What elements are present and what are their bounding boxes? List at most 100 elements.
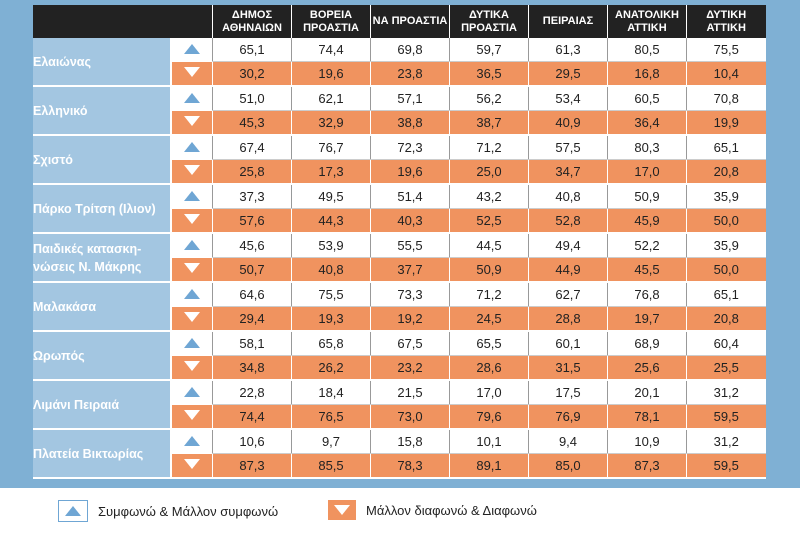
disagree-value-cell: 32,9 bbox=[291, 110, 371, 136]
column-header: ΔΥΤΙΚΗ ΑΤΤΙΚΗ bbox=[686, 5, 766, 38]
agree-value-cell: 58,1 bbox=[212, 331, 292, 356]
row-label: Λιμάνι Πειραιά bbox=[33, 380, 171, 430]
column-header: ΒΟΡΕΙΑ ΠΡΟΑΣΤΙΑ bbox=[291, 5, 371, 38]
legend-item-agree: Συμφωνώ & Μάλλον συμφωνώ bbox=[58, 500, 278, 522]
agree-value-cell: 10,1 bbox=[449, 429, 529, 454]
disagree-value-cell: 17,3 bbox=[291, 159, 371, 185]
disagree-value-cell: 28,6 bbox=[449, 355, 529, 381]
agree-value-cell: 18,4 bbox=[291, 380, 371, 405]
agree-value-cell: 57,5 bbox=[528, 135, 608, 160]
agree-value-cell: 51,4 bbox=[370, 184, 450, 209]
disagree-value-cell: 34,8 bbox=[212, 355, 292, 381]
arrow-down-icon bbox=[170, 208, 213, 234]
arrow-up-icon bbox=[170, 184, 213, 209]
disagree-value-cell: 36,5 bbox=[449, 61, 529, 87]
table-row-agree: Πλατεία Βικτωρίας 10,6 9,7 15,8 10,1 9,4 10,9 3… bbox=[33, 429, 766, 479]
arrow-down-icon bbox=[170, 404, 213, 430]
disagree-value-cell: 52,8 bbox=[528, 208, 608, 234]
disagree-value-cell: 23,2 bbox=[370, 355, 450, 381]
table-row-disagree: 45,3 32,9 38,8 38,7 40,9 36,4 19,9 bbox=[33, 110, 766, 136]
disagree-value-cell: 40,8 bbox=[291, 257, 371, 283]
column-header: ΠΕΙΡΑΙΑΣ bbox=[528, 5, 608, 38]
legend-label-agree: Συμφωνώ & Μάλλον συμφωνώ bbox=[98, 503, 279, 519]
column-header: ΝΑ ΠΡΟΑΣΤΙΑ bbox=[370, 5, 450, 38]
results-table: ΔΗΜΟΣ ΑΘΗΝΑΙΩΝ ΒΟΡΕΙΑ ΠΡΟΑΣΤΙΑ ΝΑ ΠΡΟΑΣΤΙΑ… bbox=[33, 5, 766, 479]
agree-value-cell: 9,7 bbox=[291, 429, 371, 454]
agree-value-cell: 67,5 bbox=[370, 331, 450, 356]
disagree-value-cell: 79,6 bbox=[449, 404, 529, 430]
disagree-value-cell: 78,3 bbox=[370, 453, 450, 479]
legend: Συμφωνώ & Μάλλον συμφωνώ Μάλλον διαφωνώ … bbox=[0, 488, 800, 533]
agree-value-cell: 31,2 bbox=[686, 429, 766, 454]
disagree-value-cell: 10,4 bbox=[686, 61, 766, 87]
arrow-up-icon bbox=[170, 38, 213, 62]
agree-value-cell: 60,5 bbox=[607, 86, 687, 111]
agree-value-cell: 44,5 bbox=[449, 233, 529, 258]
agree-value-cell: 75,5 bbox=[291, 282, 371, 307]
disagree-value-cell: 24,5 bbox=[449, 306, 529, 332]
disagree-value-cell: 50,9 bbox=[449, 257, 529, 283]
arrow-down-icon bbox=[170, 257, 213, 283]
disagree-value-cell: 29,4 bbox=[212, 306, 292, 332]
agree-value-cell: 70,8 bbox=[686, 86, 766, 111]
agree-value-cell: 53,4 bbox=[528, 86, 608, 111]
disagree-value-cell: 16,8 bbox=[607, 61, 687, 87]
disagree-value-cell: 59,5 bbox=[686, 453, 766, 479]
disagree-value-cell: 19,2 bbox=[370, 306, 450, 332]
header-corner bbox=[33, 5, 213, 38]
table-row-agree: Ελαιώνας 65,1 74,4 69,8 59,7 61,3 80,5 75,5 bbox=[33, 38, 766, 87]
column-header: ΑΝΑΤΟΛΙΚΗ ΑΤΤΙΚΗ bbox=[607, 5, 687, 38]
agree-value-cell: 74,4 bbox=[291, 38, 371, 62]
agree-value-cell: 65,1 bbox=[686, 282, 766, 307]
agree-value-cell: 20,1 bbox=[607, 380, 687, 405]
agree-value-cell: 72,3 bbox=[370, 135, 450, 160]
arrow-down-icon bbox=[170, 110, 213, 136]
disagree-value-cell: 34,7 bbox=[528, 159, 608, 185]
agree-value-cell: 51,0 bbox=[212, 86, 292, 111]
disagree-value-cell: 50,0 bbox=[686, 257, 766, 283]
table-row-disagree: 29,4 19,3 19,2 24,5 28,8 19,7 20,8 bbox=[33, 306, 766, 332]
agree-value-cell: 37,3 bbox=[212, 184, 292, 209]
disagree-value-cell: 38,7 bbox=[449, 110, 529, 136]
disagree-value-cell: 44,9 bbox=[528, 257, 608, 283]
agree-value-cell: 52,2 bbox=[607, 233, 687, 258]
agree-value-cell: 76,7 bbox=[291, 135, 371, 160]
table-row-agree: Ελληνικό 51,0 62,1 57,1 56,2 53,4 60,5 70,8 bbox=[33, 86, 766, 136]
agree-value-cell: 21,5 bbox=[370, 380, 450, 405]
disagree-value-cell: 40,9 bbox=[528, 110, 608, 136]
disagree-value-cell: 45,9 bbox=[607, 208, 687, 234]
row-label: Ελαιώνας bbox=[33, 38, 171, 87]
agree-value-cell: 17,5 bbox=[528, 380, 608, 405]
agree-value-cell: 65,1 bbox=[686, 135, 766, 160]
agree-value-cell: 59,7 bbox=[449, 38, 529, 62]
agree-value-cell: 64,6 bbox=[212, 282, 292, 307]
agree-value-cell: 61,3 bbox=[528, 38, 608, 62]
arrow-down-icon bbox=[170, 453, 213, 479]
disagree-value-cell: 74,4 bbox=[212, 404, 292, 430]
table-row-agree: Σχιστό 67,4 76,7 72,3 71,2 57,5 80,3 65,1 bbox=[33, 135, 766, 185]
arrow-up-icon bbox=[170, 282, 213, 307]
header-row: ΔΗΜΟΣ ΑΘΗΝΑΙΩΝ ΒΟΡΕΙΑ ΠΡΟΑΣΤΙΑ ΝΑ ΠΡΟΑΣΤΙΑ… bbox=[33, 5, 766, 38]
agree-value-cell: 65,5 bbox=[449, 331, 529, 356]
arrow-up-icon bbox=[170, 86, 213, 111]
disagree-value-cell: 57,6 bbox=[212, 208, 292, 234]
disagree-value-cell: 29,5 bbox=[528, 61, 608, 87]
disagree-value-cell: 19,6 bbox=[291, 61, 371, 87]
agree-value-cell: 55,5 bbox=[370, 233, 450, 258]
disagree-value-cell: 40,3 bbox=[370, 208, 450, 234]
agree-value-cell: 71,2 bbox=[449, 135, 529, 160]
arrow-down-icon bbox=[170, 355, 213, 381]
disagree-value-cell: 25,6 bbox=[607, 355, 687, 381]
disagree-value-cell: 52,5 bbox=[449, 208, 529, 234]
agree-value-cell: 60,4 bbox=[686, 331, 766, 356]
disagree-value-cell: 45,5 bbox=[607, 257, 687, 283]
row-label: Μαλακάσα bbox=[33, 282, 171, 332]
table-row-agree: Πάρκο Τρίτση (Ιλιον) 37,3 49,5 51,4 43,2 40,8… bbox=[33, 184, 766, 234]
agree-value-cell: 69,8 bbox=[370, 38, 450, 62]
table-row-disagree: 50,7 40,8 37,7 50,9 44,9 45,5 50,0 bbox=[33, 257, 766, 283]
agree-value-cell: 67,4 bbox=[212, 135, 292, 160]
agree-value-cell: 80,5 bbox=[607, 38, 687, 62]
disagree-value-cell: 17,0 bbox=[607, 159, 687, 185]
agree-value-cell: 22,8 bbox=[212, 380, 292, 405]
disagree-value-cell: 78,1 bbox=[607, 404, 687, 430]
